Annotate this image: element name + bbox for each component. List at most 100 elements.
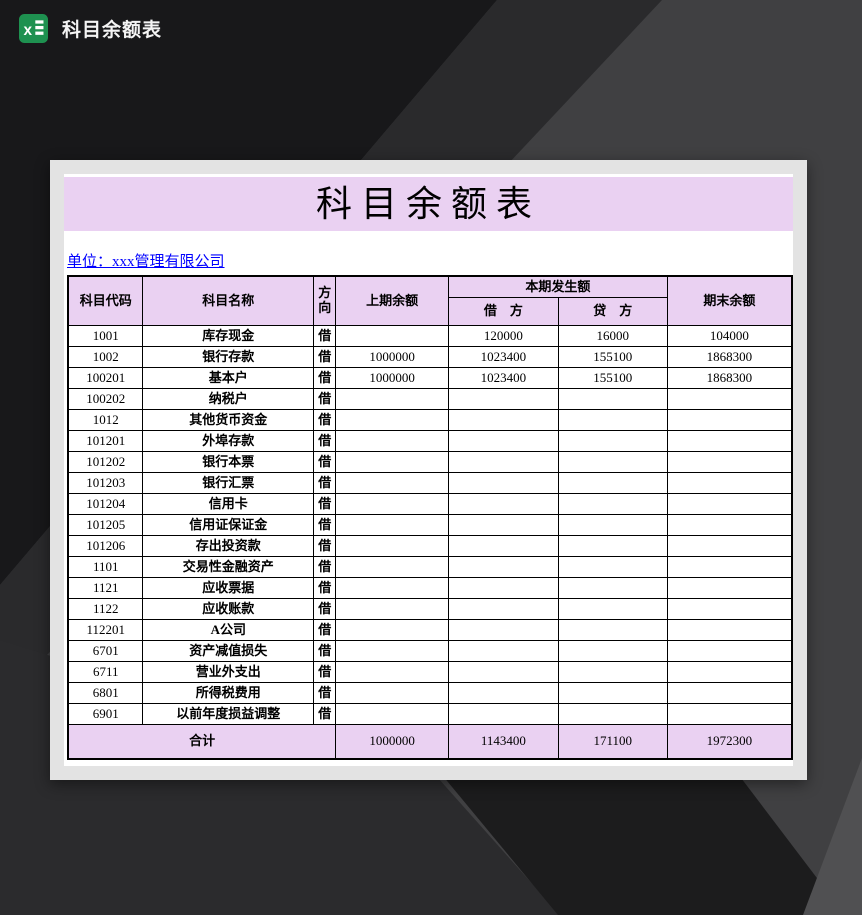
cell-ending (666, 682, 793, 704)
cell-direction: 借 (313, 577, 337, 599)
cell-code: 6711 (67, 661, 144, 683)
cell-direction: 借 (313, 388, 337, 410)
cell-prev: 1000000 (335, 367, 449, 389)
cell-name: 银行本票 (142, 451, 315, 473)
cell-name: 其他货币资金 (142, 409, 315, 431)
cell-debit (448, 619, 559, 641)
cell-credit (557, 661, 668, 683)
cell-code: 1002 (67, 346, 144, 368)
cell-ending (666, 577, 793, 599)
cell-name: 所得税费用 (142, 682, 315, 704)
cell-ending (666, 493, 793, 515)
cell-debit (448, 514, 559, 536)
header-row-1: 科目代码 科目名称 方向 上期余额 本期发生额 期末余额 (67, 275, 793, 326)
cell-code: 112201 (67, 619, 144, 641)
cell-direction: 借 (313, 325, 337, 347)
table-row: 101204 信用卡借 (67, 493, 793, 515)
table-row: 1001 库存现金借 120000 16000 104000 (67, 325, 793, 347)
table-row: 100201 基本户借 1000000 1023400 155100 1868300 (67, 367, 793, 389)
cell-name: 库存现金 (142, 325, 315, 347)
table-row: 6711 营业外支出借 (67, 661, 793, 683)
cell-code: 101203 (67, 472, 144, 494)
company-link[interactable]: 单位：xxx管理有限公司 (67, 254, 225, 270)
table-row: 1121 应收票据借 (67, 577, 793, 599)
total-row: 合计 1000000 1143400 171100 1972300 (67, 724, 793, 760)
cell-code: 100201 (67, 367, 144, 389)
cell-prev (335, 535, 449, 557)
cell-prev (335, 661, 449, 683)
cell-credit (557, 388, 668, 410)
cell-prev (335, 493, 449, 515)
header-code: 科目代码 (67, 275, 144, 326)
cell-code: 6901 (67, 703, 144, 725)
cell-name: 信用卡 (142, 493, 315, 515)
cell-direction: 借 (313, 703, 337, 725)
cell-prev (335, 556, 449, 578)
cell-prev (335, 451, 449, 473)
cell-credit (557, 514, 668, 536)
cell-name: A公司 (142, 619, 315, 641)
cell-direction: 借 (313, 367, 337, 389)
cell-code: 6801 (67, 682, 144, 704)
cell-code: 1101 (67, 556, 144, 578)
cell-credit (557, 493, 668, 515)
cell-ending: 104000 (666, 325, 793, 347)
worksheet: 科目余额表 单位：xxx管理有限公司 科目代码 科目名称 方向 上期余额 本期发… (64, 174, 793, 766)
cell-debit (448, 556, 559, 578)
cell-prev (335, 619, 449, 641)
cell-ending (666, 703, 793, 725)
cell-prev (335, 598, 449, 620)
cell-credit (557, 451, 668, 473)
cell-ending (666, 430, 793, 452)
cell-prev (335, 703, 449, 725)
cell-debit (448, 493, 559, 515)
cell-debit (448, 682, 559, 704)
cell-credit: 155100 (557, 367, 668, 389)
cell-debit (448, 388, 559, 410)
total-prev-balance: 1000000 (335, 724, 449, 760)
cell-name: 应收票据 (142, 577, 315, 599)
cell-credit (557, 535, 668, 557)
table-row: 101201 外埠存款借 (67, 430, 793, 452)
cell-code: 1001 (67, 325, 144, 347)
cell-debit: 120000 (448, 325, 559, 347)
cell-debit (448, 535, 559, 557)
account-balance-table: 科目代码 科目名称 方向 上期余额 本期发生额 期末余额 借 方 贷 方 100… (67, 275, 793, 760)
cell-ending (666, 598, 793, 620)
cell-name: 营业外支出 (142, 661, 315, 683)
header-credit: 贷 方 (557, 297, 668, 326)
header-debit: 借 方 (448, 297, 559, 326)
cell-credit: 16000 (557, 325, 668, 347)
header-current-period: 本期发生额 (448, 275, 668, 298)
cell-credit (557, 619, 668, 641)
cell-debit (448, 661, 559, 683)
cell-prev (335, 577, 449, 599)
cell-debit (448, 472, 559, 494)
cell-ending (666, 451, 793, 473)
cell-credit: 155100 (557, 346, 668, 368)
cell-debit (448, 703, 559, 725)
table-row: 6801 所得税费用借 (67, 682, 793, 704)
cell-ending (666, 472, 793, 494)
table-row: 100202 纳税户借 (67, 388, 793, 410)
cell-prev (335, 388, 449, 410)
titlebar: x 科目余额表 (19, 14, 162, 43)
header-row-2: 借 方 贷 方 (68, 297, 792, 326)
table-row: 1122 应收账款借 (67, 598, 793, 620)
table-row: 6701 资产减值损失借 (67, 640, 793, 662)
cell-prev: 1000000 (335, 346, 449, 368)
table-row: 112201 A公司借 (67, 619, 793, 641)
cell-name: 以前年度损益调整 (142, 703, 315, 725)
cell-prev (335, 682, 449, 704)
cell-code: 6701 (67, 640, 144, 662)
cell-ending (666, 514, 793, 536)
cell-direction: 借 (313, 346, 337, 368)
table-row: 101203 银行汇票借 (67, 472, 793, 494)
cell-direction: 借 (313, 409, 337, 431)
cell-direction: 借 (313, 598, 337, 620)
cell-prev (335, 409, 449, 431)
cell-name: 银行汇票 (142, 472, 315, 494)
cell-ending (666, 556, 793, 578)
cell-direction: 借 (313, 451, 337, 473)
